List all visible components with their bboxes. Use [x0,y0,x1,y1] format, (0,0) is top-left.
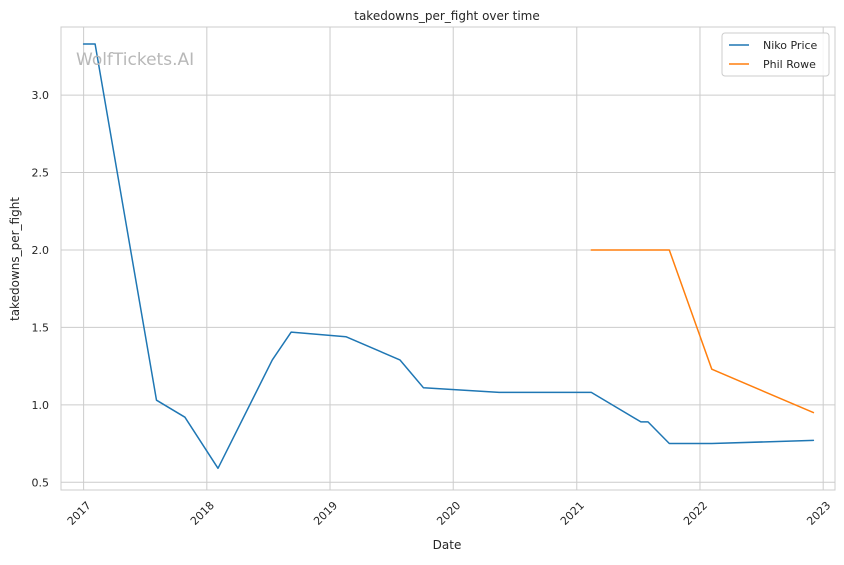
legend-box [721,32,830,77]
x-tick-label-2019: 2019 [311,499,340,528]
legend-label-1: Niko Price [763,39,818,52]
x-axis-title: Date [433,538,462,552]
x-tick-label-2023: 2023 [804,499,833,528]
watermark-text: WolfTickets.AI [76,50,194,70]
y-tick-label-2.5: 2.5 [32,167,50,180]
legend-label-2: Phil Rowe [763,58,816,71]
y-tick-label-1.0: 1.0 [32,399,50,412]
y-tick-label-3.0: 3.0 [32,89,50,102]
x-tick-label-2022: 2022 [681,499,710,528]
x-tick-label-2020: 2020 [434,499,463,528]
series-line-2 [590,249,815,414]
chart-title: takedowns_per_fight over time [354,9,540,23]
series-line-1 [82,43,815,470]
grid [61,27,835,490]
x-tick-label-2021: 2021 [558,499,587,528]
y-tick-label-2.0: 2.0 [32,244,50,257]
tick-labels: 2017 2018 2019 2020 2021 2022 2023 0.5 1.0 1.5 2.0… [32,89,834,528]
series-lines [82,43,815,470]
x-tick-label-2017: 2017 [65,499,94,528]
legend: Niko Price Phil Rowe [721,32,830,77]
plot-area-frame [60,26,836,491]
y-tick-label-0.5: 0.5 [32,476,50,489]
x-tick-label-2018: 2018 [188,499,217,528]
y-axis-title: takedowns_per_fight [8,197,22,321]
y-tick-label-1.5: 1.5 [32,321,50,334]
